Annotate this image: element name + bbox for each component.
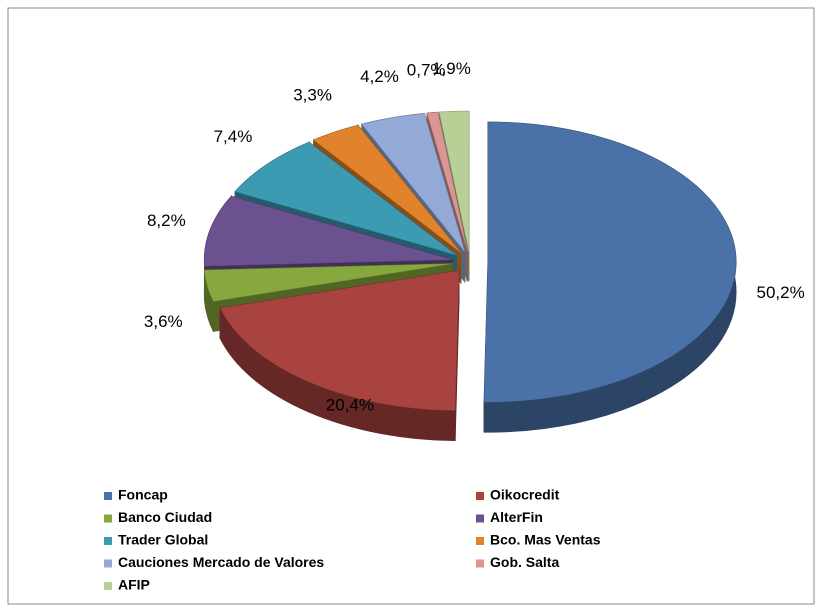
- slice: [204, 263, 453, 302]
- slice: [313, 125, 462, 253]
- slice: [219, 270, 460, 411]
- data-label: 50,2%: [757, 283, 805, 302]
- slice: [361, 113, 465, 252]
- legend-swatch: [476, 537, 484, 545]
- data-label: 7,4%: [214, 127, 253, 146]
- legend-label: Gob. Salta: [490, 554, 559, 570]
- legend-label: Cauciones Mercado de Valores: [118, 554, 324, 570]
- slice: [426, 112, 468, 252]
- legend-swatch: [104, 514, 112, 523]
- legend-swatch: [104, 582, 112, 590]
- legend-swatch: [104, 559, 112, 568]
- legend-swatch: [104, 537, 112, 545]
- legend-label: AFIP: [118, 577, 150, 593]
- legend-label: Trader Global: [118, 532, 208, 548]
- slice: [204, 196, 453, 267]
- legend-label: Oikocredit: [490, 487, 560, 503]
- legend-label: Bco. Mas Ventas: [490, 532, 601, 548]
- slice: [234, 142, 457, 256]
- data-label: 20,4%: [326, 395, 374, 414]
- legend-swatch: [476, 492, 484, 500]
- data-label: 8,2%: [147, 211, 186, 230]
- legend-swatch: [104, 492, 112, 500]
- data-label: 3,6%: [144, 312, 183, 331]
- data-label: 4,2%: [360, 67, 399, 86]
- data-label: 1,9%: [432, 59, 471, 78]
- legend-label: Banco Ciudad: [118, 509, 212, 525]
- legend-swatch: [476, 514, 484, 523]
- data-label: 0,7%: [407, 61, 446, 80]
- legend-label: Foncap: [118, 487, 168, 503]
- data-label: 3,3%: [293, 85, 332, 104]
- legend-label: AlterFin: [490, 509, 543, 525]
- legend-swatch: [476, 559, 484, 568]
- slice: [439, 110, 470, 252]
- slice: [483, 121, 737, 403]
